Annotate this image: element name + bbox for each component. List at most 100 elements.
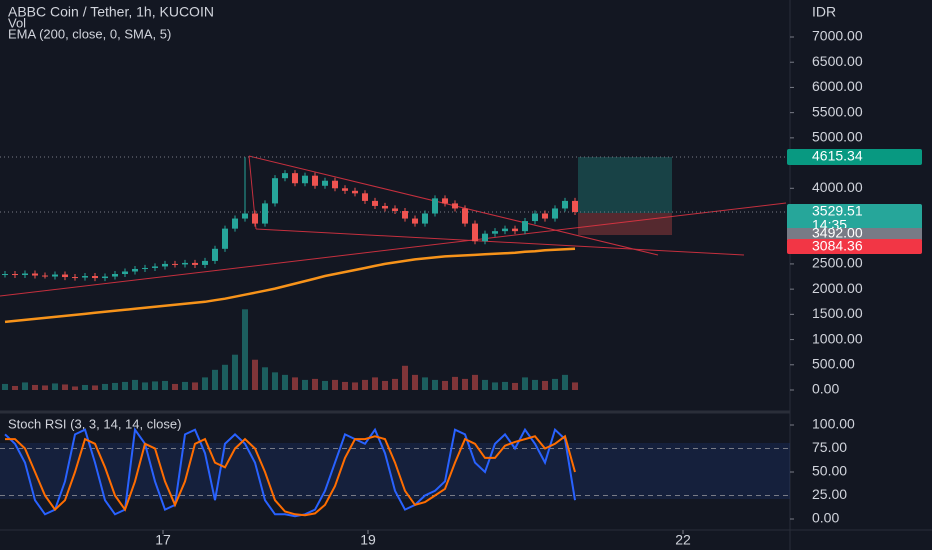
y-tick-label: 6000.00 (812, 78, 863, 94)
candle-body (532, 213, 538, 222)
volume-bar (502, 381, 508, 390)
candle-body (502, 228, 508, 232)
candle-body (182, 262, 188, 265)
volume-bar (562, 374, 568, 390)
candle-body (152, 266, 158, 268)
volume-bar (152, 381, 158, 390)
volume-bar (112, 382, 118, 390)
volume-bar (252, 359, 258, 390)
volume-bar (522, 377, 528, 390)
y-tick-label: 1000.00 (812, 330, 863, 346)
y-tick-label: 25.00 (812, 486, 847, 502)
volume-bar (452, 376, 458, 390)
candle-body (382, 205, 388, 209)
target-price-label: 4615.34 (812, 148, 863, 164)
currency-label: IDR (812, 4, 836, 20)
candle-body (572, 200, 578, 213)
volume-bar (82, 384, 88, 390)
entry-price-tag (787, 228, 922, 240)
stop-zone (578, 213, 672, 235)
y-tick-label: 500.00 (812, 355, 855, 371)
volume-bar (212, 369, 218, 390)
volume-bar (462, 378, 468, 390)
volume-bar (172, 383, 178, 390)
stoch-legend: Stoch RSI (3, 3, 14, 14, close) (8, 416, 181, 431)
candle-body (92, 276, 98, 279)
volume-bar (432, 379, 438, 390)
volume-bar (472, 374, 478, 390)
volume-bar (142, 382, 148, 390)
candle-body (442, 198, 448, 204)
volume-bar (182, 381, 188, 390)
candle-body (542, 213, 548, 219)
volume-bar (532, 379, 538, 390)
y-tick-label: 6500.00 (812, 53, 863, 69)
volume-bar (332, 379, 338, 390)
volume-bar (192, 382, 198, 390)
y-tick-label: 50.00 (812, 463, 847, 479)
candle-body (62, 274, 68, 278)
volume-bar (392, 378, 398, 390)
volume-bar (262, 367, 268, 390)
volume-bar (482, 379, 488, 390)
candle-body (252, 213, 258, 224)
candle-body (452, 203, 458, 209)
volume-bar (382, 380, 388, 390)
volume-bar (412, 374, 418, 390)
stoch-line (4, 427, 576, 518)
candle-body (12, 274, 18, 276)
stop-price-tag (787, 239, 922, 254)
candle-body (272, 178, 278, 204)
candle-body (82, 276, 88, 278)
volume-bar (352, 382, 358, 390)
volume-bar (122, 381, 128, 390)
volume-legend: Vol (8, 15, 26, 30)
volume-bar (2, 383, 8, 390)
y-tick-label: 0.00 (812, 510, 839, 526)
volume-bar (372, 377, 378, 390)
volume-bar (322, 380, 328, 390)
candle-body (392, 208, 398, 211)
y-tick-label: 5000.00 (812, 129, 863, 145)
ema-legend: EMA (200, close, 0, SMA, 5) (8, 26, 171, 41)
volume-bar (52, 383, 58, 390)
candle-body (212, 248, 218, 261)
volume-bar (102, 383, 108, 390)
volume-bar (312, 378, 318, 390)
volume-bar (162, 380, 168, 390)
candle-body (372, 200, 378, 206)
candle-body (332, 180, 338, 189)
volume-bar (442, 380, 448, 390)
volume-bar (282, 374, 288, 390)
candle-body (312, 175, 318, 186)
candle-body (42, 275, 48, 277)
target-zone (578, 157, 672, 213)
volume-bar (42, 385, 48, 390)
stoch-line (5, 434, 576, 517)
trend-line (255, 228, 745, 256)
volume-bar (242, 309, 248, 390)
volume-bar (72, 386, 78, 390)
y-tick-label: 75.00 (812, 439, 847, 455)
volume-bar (342, 381, 348, 390)
candle-body (112, 274, 118, 277)
candle-body (402, 210, 408, 219)
x-tick-label: 22 (675, 532, 691, 548)
candle-body (492, 231, 498, 234)
candle-body (422, 213, 428, 224)
candle-body (562, 200, 568, 209)
y-tick-label: 4000.00 (812, 179, 863, 195)
volume-bar (202, 377, 208, 390)
x-tick-label: 17 (155, 532, 171, 548)
candle-body (522, 221, 528, 232)
candle-body (102, 276, 108, 279)
volume-bar (542, 380, 548, 390)
x-tick-label: 19 (360, 532, 376, 548)
y-tick-label: 1500.00 (812, 305, 863, 321)
candle-body (22, 273, 28, 276)
volume-bar (422, 377, 428, 390)
y-tick-label: 0.00 (812, 381, 839, 397)
volume-bar (22, 382, 28, 390)
